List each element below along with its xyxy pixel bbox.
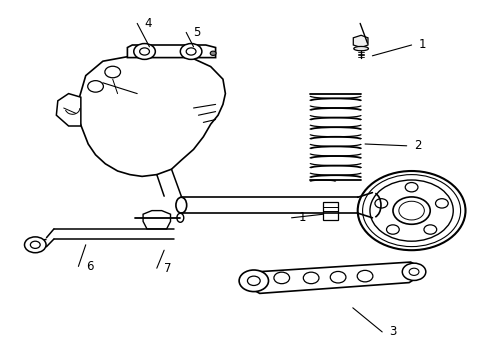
Polygon shape: [78, 54, 225, 176]
Circle shape: [409, 268, 419, 275]
Polygon shape: [127, 45, 216, 58]
Ellipse shape: [354, 46, 368, 51]
Text: 4: 4: [145, 17, 152, 30]
Circle shape: [247, 276, 260, 285]
Circle shape: [24, 237, 46, 253]
Circle shape: [399, 201, 424, 220]
Text: 7: 7: [164, 262, 171, 275]
Text: 1: 1: [419, 39, 426, 51]
Bar: [323, 202, 338, 220]
Circle shape: [370, 180, 453, 241]
Ellipse shape: [177, 213, 184, 222]
Circle shape: [436, 199, 448, 208]
Circle shape: [30, 241, 40, 248]
Polygon shape: [56, 94, 81, 126]
Text: 5: 5: [194, 26, 201, 39]
Text: 6: 6: [86, 260, 93, 273]
Circle shape: [363, 175, 461, 247]
Circle shape: [405, 183, 418, 192]
Ellipse shape: [176, 197, 187, 213]
Circle shape: [186, 48, 196, 55]
Polygon shape: [143, 211, 171, 229]
Polygon shape: [247, 262, 420, 293]
Circle shape: [330, 271, 346, 283]
Circle shape: [402, 263, 426, 280]
Polygon shape: [353, 35, 368, 48]
Circle shape: [274, 272, 290, 284]
Circle shape: [357, 270, 373, 282]
Text: 3: 3: [390, 325, 397, 338]
Circle shape: [424, 225, 437, 234]
Circle shape: [105, 66, 121, 78]
Circle shape: [140, 48, 149, 55]
Circle shape: [180, 44, 202, 59]
Text: 1: 1: [299, 211, 306, 224]
Circle shape: [88, 81, 103, 92]
Circle shape: [210, 51, 216, 55]
Circle shape: [393, 197, 430, 224]
Circle shape: [303, 272, 319, 284]
Circle shape: [358, 171, 466, 250]
Text: 2: 2: [414, 139, 421, 152]
Circle shape: [239, 270, 269, 292]
Circle shape: [387, 225, 399, 234]
Circle shape: [375, 199, 388, 208]
Circle shape: [134, 44, 155, 59]
